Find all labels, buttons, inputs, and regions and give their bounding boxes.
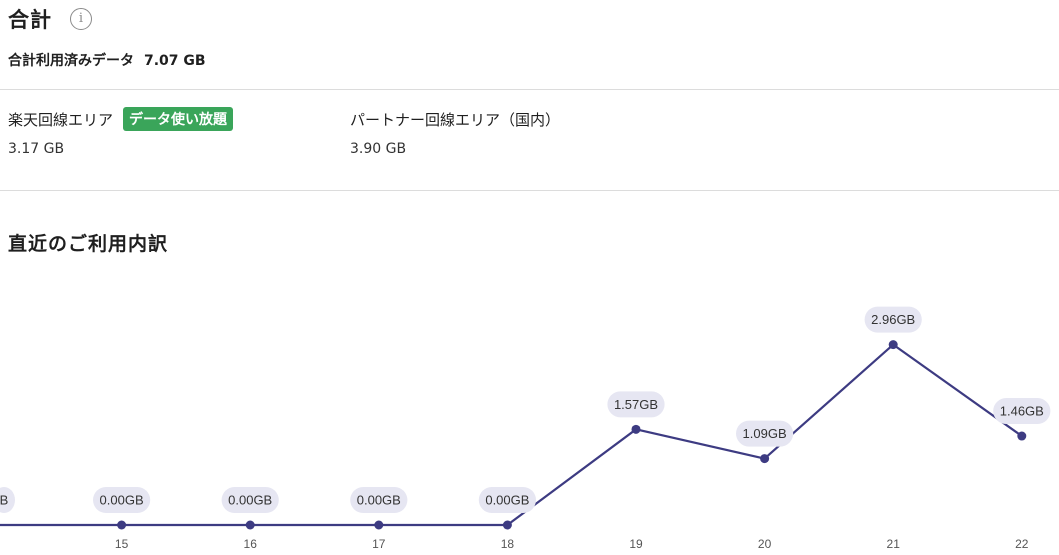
data-point[interactable] xyxy=(1017,431,1027,441)
rakuten-area-amount: 3.17 GB xyxy=(8,141,65,157)
x-tick-label: 21 xyxy=(887,537,901,551)
x-tick-label: 17 xyxy=(372,537,386,551)
x-tick-label: 15 xyxy=(115,537,129,551)
partner-area-label: パートナー回線エリア（国内） xyxy=(350,110,561,129)
data-label: 1.46GB xyxy=(993,398,1051,425)
data-point[interactable] xyxy=(245,520,255,530)
svg-text:0.00GB: 0.00GB xyxy=(357,493,401,508)
usage-line-chart: B 0.00GB 0.00GB 0.00GB 0.00GB 1.57GB 1.09GB 2.9… xyxy=(0,306,1051,551)
svg-text:0.00GB: 0.00GB xyxy=(485,493,529,508)
data-label: 0.00GB xyxy=(350,487,408,513)
data-point[interactable] xyxy=(374,520,384,530)
page-title: 合計 xyxy=(8,8,52,32)
info-icon[interactable]: i xyxy=(70,8,92,30)
svg-text:B: B xyxy=(0,493,8,508)
x-tick-label: 16 xyxy=(244,537,258,551)
svg-text:1.46GB: 1.46GB xyxy=(1000,404,1044,419)
svg-text:0.00GB: 0.00GB xyxy=(100,493,144,508)
data-point[interactable] xyxy=(502,520,512,530)
rakuten-area: 楽天回線エリア データ使い放題 3.17 GB xyxy=(8,107,234,157)
header: 合計 i xyxy=(8,4,92,34)
divider xyxy=(0,190,1059,191)
divider xyxy=(0,89,1059,90)
total-usage: 合計利用済みデータ 7.07 GB xyxy=(8,50,206,70)
data-label: 1.09GB xyxy=(736,420,794,447)
data-point[interactable] xyxy=(760,454,770,464)
unlimited-badge: データ使い放題 xyxy=(123,107,234,131)
svg-text:1.09GB: 1.09GB xyxy=(743,426,787,441)
data-label: 2.96GB xyxy=(864,306,922,333)
svg-text:2.96GB: 2.96GB xyxy=(871,312,915,327)
data-point[interactable] xyxy=(117,520,127,530)
total-usage-value: 7.07 GB xyxy=(144,53,206,69)
x-tick-label: 20 xyxy=(758,537,772,551)
svg-text:1.57GB: 1.57GB xyxy=(614,397,658,412)
svg-text:0.00GB: 0.00GB xyxy=(228,493,272,508)
data-label: 1.57GB xyxy=(607,391,665,418)
partner-area-amount: 3.90 GB xyxy=(350,141,407,157)
x-tick-label: 19 xyxy=(629,537,643,551)
data-label: 0.00GB xyxy=(478,487,536,513)
data-point[interactable] xyxy=(631,424,641,434)
total-usage-label: 合計利用済みデータ xyxy=(8,53,134,69)
data-label: 0.00GB xyxy=(93,487,151,513)
data-label: 0.00GB xyxy=(221,487,279,513)
x-tick-label: 22 xyxy=(1015,537,1029,551)
data-point[interactable] xyxy=(888,340,898,350)
data-label: B xyxy=(0,487,15,513)
section-title: 直近のご利用内訳 xyxy=(8,233,169,255)
rakuten-area-label: 楽天回線エリア xyxy=(8,110,114,129)
partner-area: パートナー回線エリア（国内） 3.90 GB xyxy=(350,107,561,158)
x-tick-label: 18 xyxy=(501,537,515,551)
